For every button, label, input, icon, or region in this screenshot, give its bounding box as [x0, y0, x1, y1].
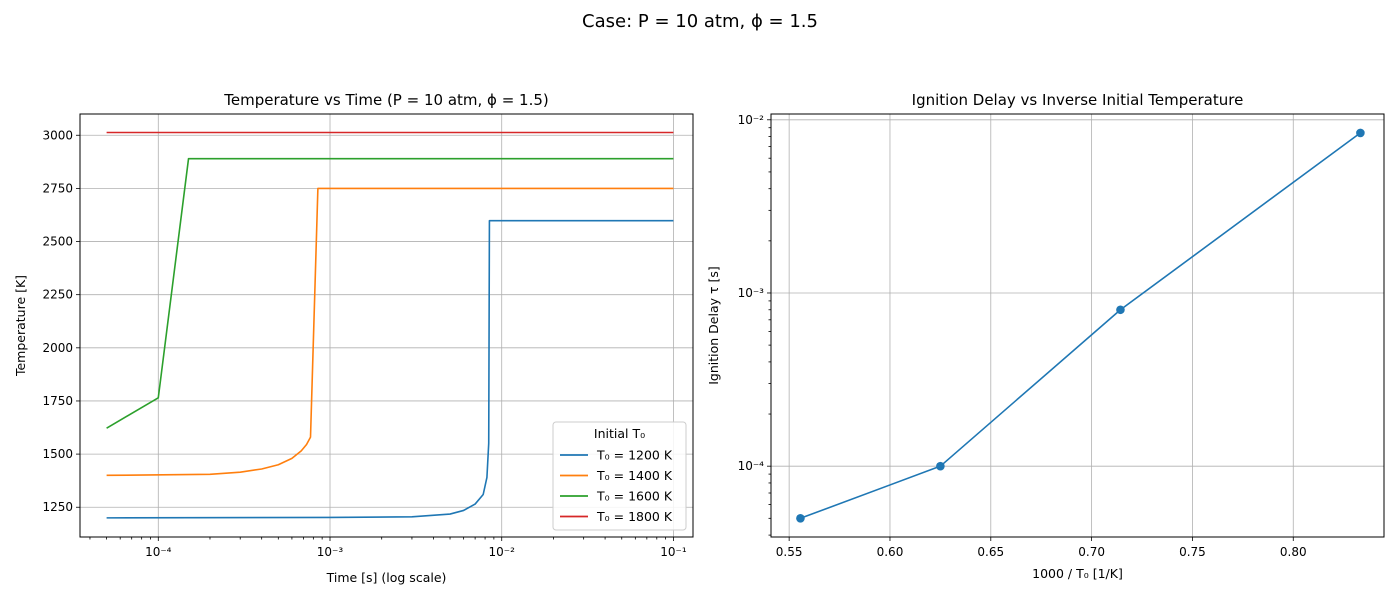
x-tick-label: 0.55 [776, 545, 803, 559]
x-tick-label: 0.80 [1280, 545, 1307, 559]
legend-title: Initial T₀ [594, 426, 645, 441]
x-tick-label: 10⁻² [489, 545, 516, 559]
y-tick-label: 1500 [42, 447, 73, 461]
legend-entry: T₀ = 1800 K [596, 509, 673, 524]
y-tick-label: 10⁻³ [738, 286, 765, 300]
legend-box [552, 421, 687, 531]
data-point [1116, 305, 1125, 315]
figure-suptitle: Case: P = 10 atm, ϕ = 1.5 [582, 11, 818, 32]
plot-frame [770, 113, 1385, 538]
y-axis-label: Ignition Delay τ [s] [706, 266, 721, 385]
plot-title: Ignition Delay vs Inverse Initial Temper… [912, 91, 1244, 109]
x-axis-label: Time [s] (log scale) [326, 570, 447, 585]
y-tick-label: 2250 [42, 288, 73, 302]
temperature-vs-time-plot: 10⁻⁴ 10⁻³ 10⁻² 10⁻¹ 1250 1500 1750 2000 2250 2500… [13, 91, 694, 585]
y-tick-label: 1250 [42, 500, 73, 514]
ignition-delay-plot: 0.55 0.60 0.65 0.70 0.75 0.80 10⁻⁴ 10⁻³ 10⁻² Ign… [706, 91, 1385, 581]
data-point [936, 461, 945, 471]
x-tick-label: 10⁻³ [317, 545, 344, 559]
plot-frame [79, 113, 694, 538]
series-line-1 [800, 132, 1361, 520]
series-line-1 [106, 219, 674, 519]
x-tick-label: 10⁻⁴ [145, 545, 172, 559]
legend-entry: T₀ = 1600 K [596, 489, 673, 504]
y-tick-label: 10⁻⁴ [738, 459, 765, 473]
y-tick-label: 2500 [42, 235, 73, 249]
y-axis-label: Temperature [K] [13, 275, 28, 377]
series-line-2 [106, 187, 674, 477]
y-tick-label: 10⁻² [738, 113, 765, 127]
y-tick-label: 2750 [42, 181, 73, 195]
x-tick-label: 0.60 [877, 545, 904, 559]
x-tick-label: 10⁻¹ [660, 545, 687, 559]
y-tick-label: 2000 [42, 341, 73, 355]
x-tick-label: 0.65 [977, 545, 1004, 559]
x-axis-label: 1000 / T₀ [1/K] [1032, 566, 1123, 581]
legend-entry: T₀ = 1400 K [596, 468, 673, 483]
y-tick-label: 3000 [42, 128, 73, 142]
y-tick-label: 1750 [42, 394, 73, 408]
series-line-3 [106, 157, 674, 429]
x-tick-label: 0.75 [1179, 545, 1206, 559]
legend-entry: T₀ = 1200 K [596, 448, 673, 463]
data-point [796, 514, 805, 523]
legend: Initial T₀ T₀ = 1200 K T₀ = 1400 K T₀ = 160… [552, 421, 687, 531]
data-point [1356, 128, 1365, 138]
plot-title: Temperature vs Time (P = 10 atm, ϕ = 1.5… [223, 91, 549, 109]
x-tick-label: 0.70 [1078, 545, 1105, 559]
